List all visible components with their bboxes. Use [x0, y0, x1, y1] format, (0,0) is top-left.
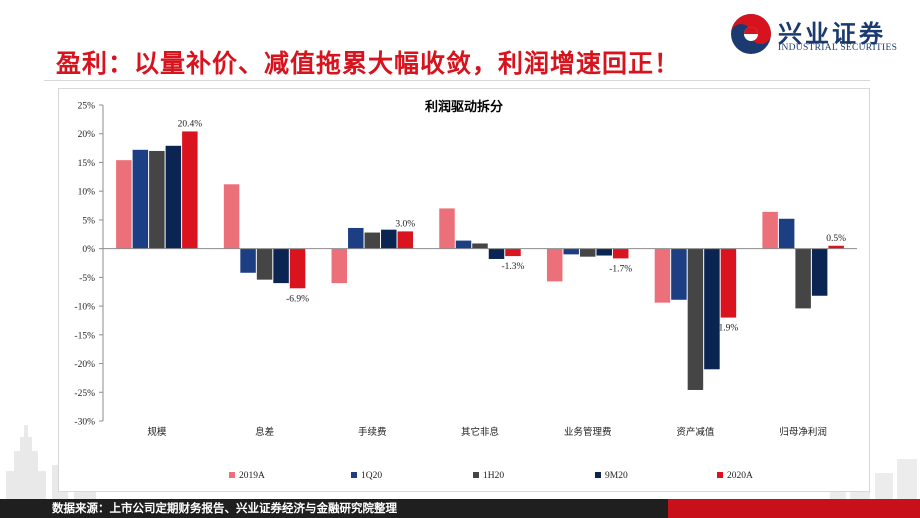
bar	[240, 248, 256, 273]
footer-accent	[668, 499, 920, 518]
bar	[563, 248, 579, 255]
data-source-note: 数据来源：上市公司定期财务报告、兴业证券经济与金融研究院整理	[52, 501, 397, 515]
bar	[488, 248, 505, 259]
data-label: -6.9%	[286, 294, 309, 304]
bar	[704, 248, 720, 370]
y-tick-label: 10%	[78, 188, 96, 198]
bar	[687, 248, 704, 390]
y-tick-label: -15%	[74, 331, 95, 341]
data-label: -1.3%	[502, 262, 525, 272]
bar	[795, 248, 811, 309]
data-label: 20.4%	[178, 119, 203, 129]
legend-label: 1H20	[483, 471, 504, 481]
bar	[472, 243, 488, 249]
bar	[165, 145, 182, 249]
bar	[720, 248, 737, 318]
bar	[273, 248, 289, 284]
legend-swatch	[473, 472, 479, 478]
bar	[579, 248, 596, 257]
bar	[381, 229, 397, 249]
bar	[439, 208, 455, 249]
bar	[596, 248, 612, 256]
y-tick-label: -5%	[79, 274, 95, 284]
y-tick-label: -10%	[74, 303, 95, 313]
bar	[811, 248, 828, 296]
x-category-label: 其它非息	[461, 426, 499, 438]
bar	[132, 149, 149, 249]
data-label: -1.7%	[609, 264, 632, 274]
bar	[256, 248, 273, 280]
y-tick-label: -25%	[74, 389, 95, 399]
data-label: 3.0%	[395, 219, 415, 229]
header-divider	[44, 80, 870, 81]
bar	[546, 248, 563, 282]
bar	[223, 184, 240, 249]
bar	[828, 245, 844, 249]
y-tick-label: 20%	[78, 130, 96, 140]
legend-label: 2019A	[239, 471, 265, 481]
bar	[762, 211, 778, 249]
x-category-label: 业务管理费	[564, 426, 612, 438]
bar	[455, 240, 472, 249]
bar	[289, 248, 306, 289]
x-category-label: 归母净利润	[779, 426, 827, 438]
chart-title: 利润驱动拆分	[425, 99, 503, 115]
data-label: 1.9%	[719, 324, 739, 334]
y-tick-label: 0%	[82, 245, 95, 255]
y-tick-label: 15%	[78, 159, 96, 169]
logo-text-cn: 兴业证券	[778, 20, 886, 48]
chart-frame: 利润驱动拆分 25% 20% 15% 10% 5% 0% -5% -10% -15% -20% -25…	[58, 88, 870, 492]
slide-title: 盈利：以量补价、减值拖累大幅收敛，利润增速回正！	[56, 49, 681, 78]
bar	[116, 160, 132, 249]
bar	[348, 227, 364, 249]
legend-label: 1Q20	[361, 471, 382, 481]
bar	[331, 248, 348, 284]
y-tick-label: 25%	[78, 102, 96, 112]
bar	[397, 231, 414, 249]
bar	[364, 232, 381, 249]
legend-label: 2020A	[727, 471, 753, 481]
company-logo: 兴业证券 INDUSTRIAL SECURITIES	[729, 12, 909, 58]
legend-label: 9M20	[605, 471, 628, 481]
x-category-label: 规模	[147, 426, 167, 438]
bar	[149, 150, 165, 249]
x-category-label: 手续费	[358, 426, 387, 438]
bar	[654, 248, 671, 303]
profit-driver-chart: 利润驱动拆分 25% 20% 15% 10% 5% 0% -5% -10% -15% -20% -25…	[74, 99, 857, 481]
logo-text-en: INDUSTRIAL SECURITIES	[778, 43, 898, 53]
y-tick-label: 5%	[82, 216, 95, 226]
bar	[671, 248, 687, 300]
legend-swatch	[595, 472, 601, 478]
legend-swatch	[229, 472, 235, 478]
logo-mark-icon	[731, 14, 771, 54]
bar	[182, 131, 198, 249]
legend-swatch	[351, 472, 357, 478]
x-category-label: 资产减值	[676, 426, 715, 438]
data-label: 0.5%	[826, 234, 846, 244]
y-tick-label: -20%	[74, 360, 95, 370]
legend-swatch	[717, 472, 723, 478]
x-category-label: 息差	[255, 426, 274, 438]
bar	[505, 248, 521, 257]
bar	[778, 218, 795, 249]
bar	[612, 248, 629, 259]
y-tick-label: -30%	[74, 418, 95, 428]
